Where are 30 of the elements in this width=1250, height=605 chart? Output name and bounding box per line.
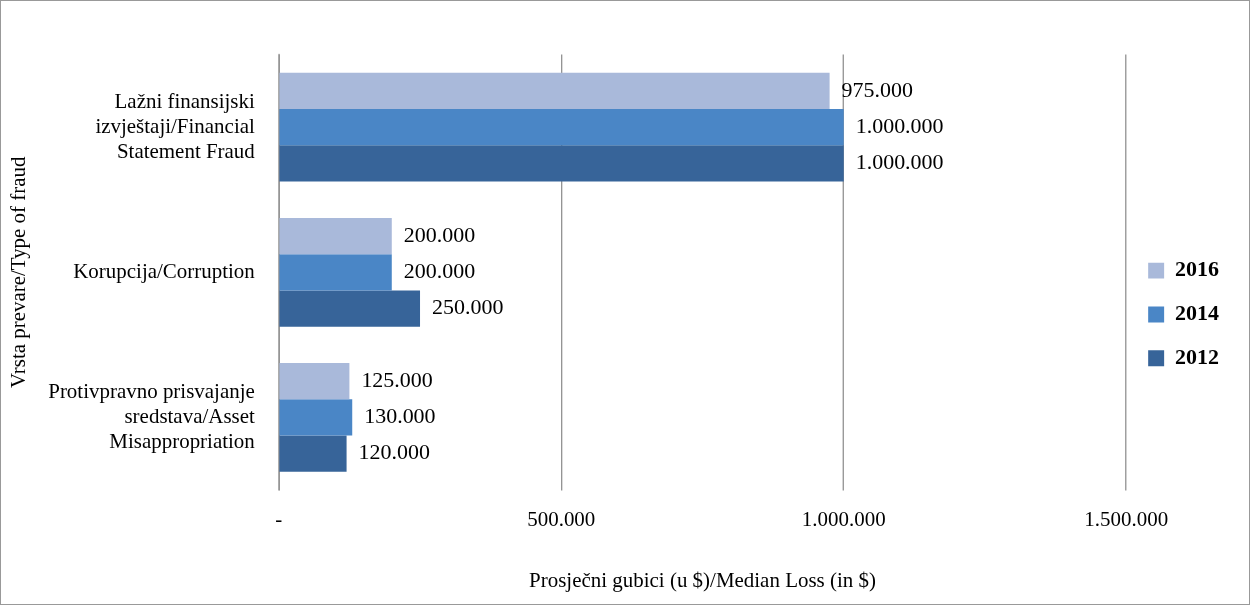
data-label: 130.000	[364, 403, 436, 429]
data-label: 200.000	[403, 258, 476, 284]
y-tick-label: Protivpravno prisvajanje sredstava/Asset Misappropriation	[48, 378, 256, 454]
legend-label: 2014	[1175, 300, 1220, 326]
y-axis-title: Vrsta prevare/Type of fraud	[6, 156, 31, 388]
x-axis-title: Prosječni gubici (u $)/Median Loss (in $)	[529, 567, 876, 592]
data-label: 120.000	[358, 439, 430, 465]
data-label: 1.000.000	[855, 112, 944, 138]
bar	[279, 435, 347, 472]
x-tick-label: 500.000	[527, 506, 596, 531]
legend-label: 2016	[1175, 256, 1220, 282]
data-label: 1.000.000	[855, 149, 944, 175]
legend-label: 2012	[1175, 344, 1220, 369]
bar	[279, 290, 421, 327]
bar	[279, 217, 392, 255]
y-tick-label: Korupcija/Corruption	[73, 258, 256, 283]
y-tick-label: Lažni finansijski izvještaji/Financial Statement Fraud	[95, 88, 256, 163]
x-tick-label: 1.500.000	[1084, 506, 1169, 531]
bar	[279, 399, 353, 436]
data-label: 975.000	[841, 76, 913, 102]
data-label: 125.000	[361, 366, 433, 392]
bar	[279, 254, 392, 291]
bar	[279, 72, 830, 110]
bar	[279, 109, 844, 146]
data-label: 250.000	[432, 294, 504, 320]
bar	[279, 145, 844, 182]
bar	[279, 363, 350, 400]
x-tick-label: 1.000.000	[801, 506, 886, 531]
x-tick-label: -	[275, 506, 283, 531]
data-label: 200.000	[403, 221, 476, 247]
